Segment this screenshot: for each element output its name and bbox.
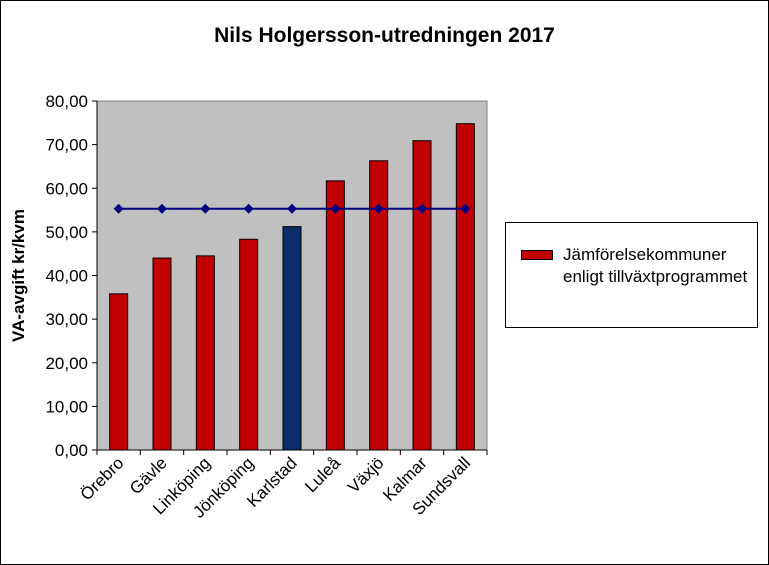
- y-tick-label: 20,00: [45, 354, 88, 373]
- legend-swatch: [521, 250, 553, 260]
- chart-title: Nils Holgersson-utredningen 2017: [214, 24, 555, 47]
- y-tick-label: 10,00: [45, 397, 88, 416]
- bar-8: [455, 123, 475, 451]
- bar-0: [109, 293, 129, 451]
- reference-marker-7: [417, 203, 427, 214]
- bar-5: [325, 180, 345, 451]
- y-tick-label: 50,00: [45, 223, 88, 242]
- bar-1: [152, 257, 172, 451]
- bar-4: [282, 226, 302, 451]
- y-tick-label: 70,00: [45, 136, 88, 155]
- reference-marker-8: [460, 203, 471, 214]
- bar-3: [239, 238, 259, 451]
- reference-marker-3: [243, 203, 254, 214]
- y-tick-label: 80,00: [45, 92, 88, 111]
- reference-marker-1: [157, 203, 167, 214]
- x-tick-label: Luleå: [301, 453, 344, 496]
- legend: Jämförelsekommuner enligt tillväxtprogra…: [505, 222, 758, 328]
- legend-label: Jämförelsekommuner enligt tillväxtprogra…: [563, 245, 748, 286]
- bar-7: [412, 140, 432, 451]
- y-axis-label: VA-avgift kr/kvm: [9, 209, 28, 342]
- reference-marker-0: [113, 203, 124, 214]
- reference-marker-5: [330, 203, 341, 214]
- y-tick-label: 0,00: [55, 441, 88, 460]
- reference-marker-6: [373, 203, 384, 214]
- x-tick-label: Örebro: [77, 453, 128, 504]
- reference-marker-2: [200, 203, 211, 214]
- y-tick-label: 40,00: [45, 267, 88, 286]
- y-tick-label: 60,00: [45, 179, 88, 198]
- y-tick-label: 30,00: [45, 310, 88, 329]
- bar-6: [369, 160, 389, 451]
- bar-2: [195, 255, 215, 451]
- reference-marker-4: [287, 203, 297, 214]
